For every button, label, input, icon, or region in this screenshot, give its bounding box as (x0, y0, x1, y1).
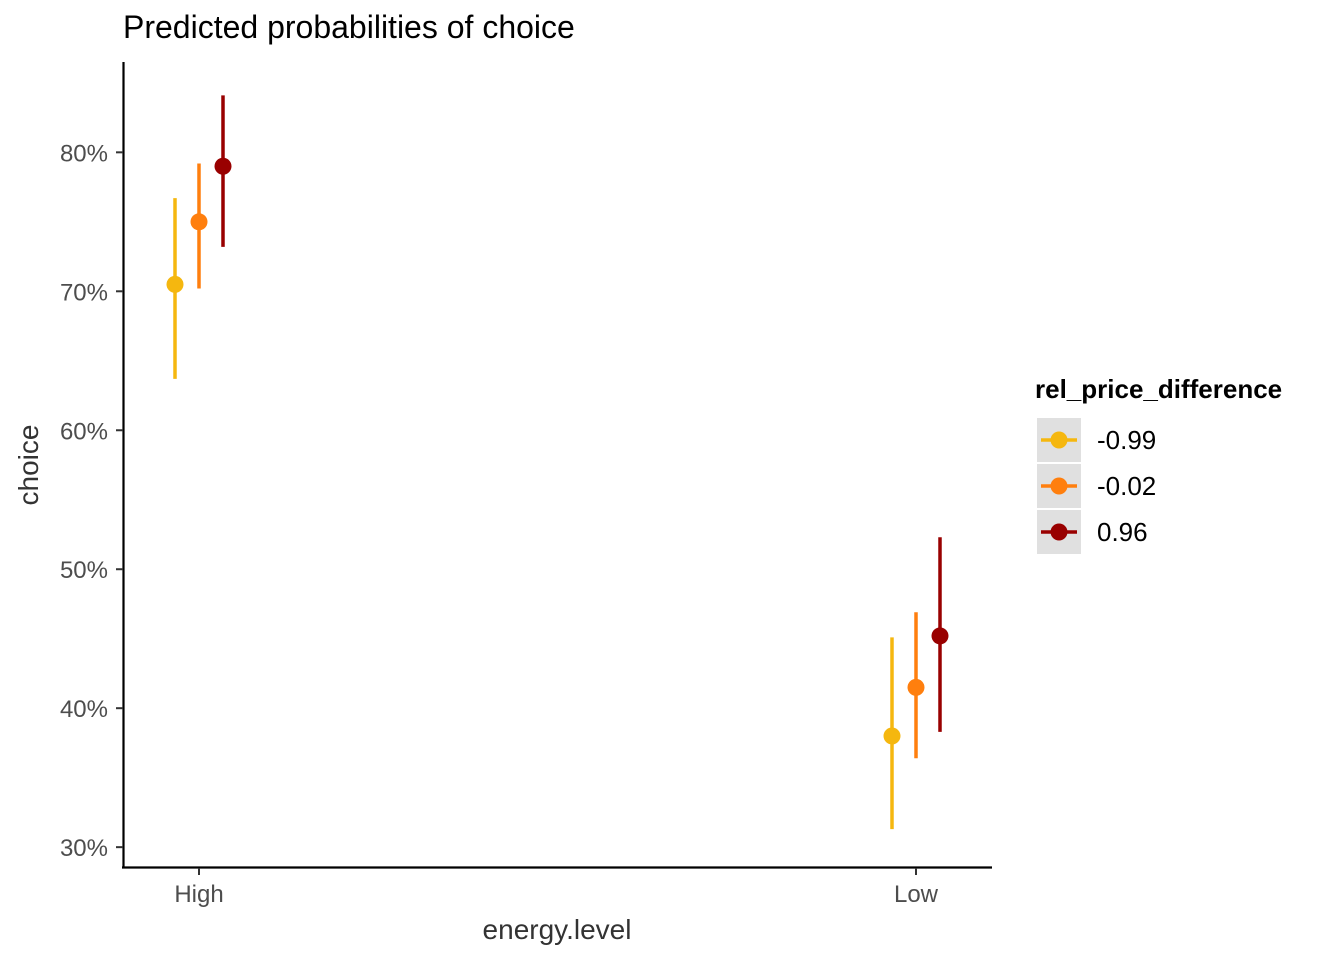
legend-title: rel_price_difference (1035, 374, 1282, 404)
legend-item: -0.02 (1037, 464, 1156, 508)
data-point (214, 157, 232, 175)
series-2 (214, 95, 949, 732)
legend-label: -0.02 (1097, 471, 1156, 501)
y-tick-label: 30% (60, 835, 108, 862)
y-axis-title: choice (13, 425, 44, 506)
data-point (166, 275, 184, 293)
x-axis-title: energy.level (483, 914, 632, 945)
x-axis-ticks: High Low (174, 868, 939, 908)
y-tick-label: 60% (60, 418, 108, 445)
data-point (907, 678, 925, 696)
legend-key-point (1050, 523, 1068, 541)
y-axis-ticks: 30% 40% 50% 60% 70% 80% (60, 140, 123, 862)
x-tick-label: High (174, 881, 223, 908)
y-tick-label: 70% (60, 279, 108, 306)
plot-marks (166, 95, 949, 830)
legend-label: 0.96 (1097, 517, 1148, 547)
chart-title: Predicted probabilities of choice (123, 9, 575, 45)
series-1 (190, 163, 925, 759)
legend: rel_price_difference -0.99 -0.02 0.96 (1035, 374, 1282, 554)
legend-key-point (1050, 477, 1068, 495)
legend-item: -0.99 (1037, 418, 1156, 462)
series-0 (166, 198, 901, 830)
y-tick-label: 40% (60, 696, 108, 723)
x-tick-label: Low (894, 881, 939, 908)
data-point (190, 213, 208, 231)
data-point (883, 727, 901, 745)
legend-item: 0.96 (1037, 510, 1148, 554)
data-point (931, 627, 949, 645)
legend-key-point (1050, 431, 1068, 449)
y-tick-label: 80% (60, 140, 108, 167)
y-tick-label: 50% (60, 557, 108, 584)
legend-label: -0.99 (1097, 425, 1156, 455)
